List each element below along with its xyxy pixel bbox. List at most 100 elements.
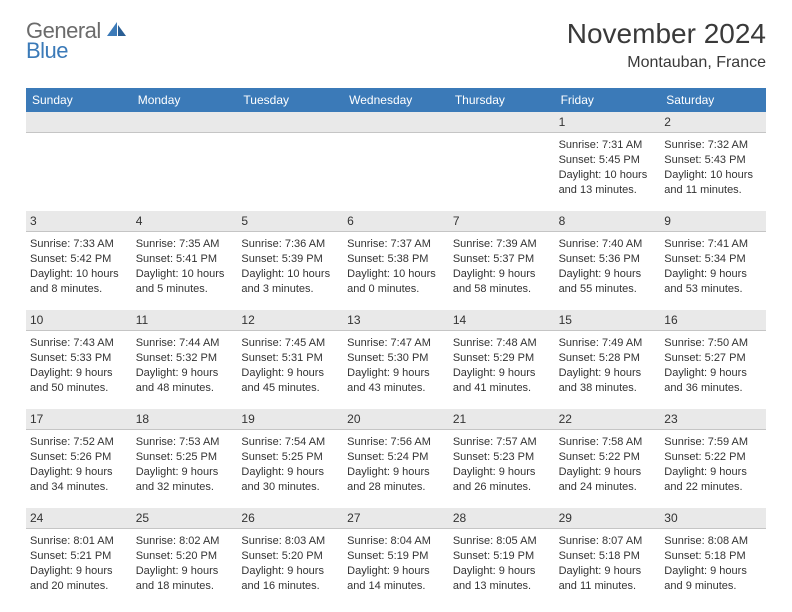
day-details: Sunrise: 8:01 AMSunset: 5:21 PMDaylight:… [30, 532, 128, 593]
daylight-line: Daylight: 9 hours and 48 minutes. [136, 366, 234, 396]
day-cell: Sunrise: 7:33 AMSunset: 5:42 PMDaylight:… [26, 232, 132, 310]
week-row: Sunrise: 7:52 AMSunset: 5:26 PMDaylight:… [26, 430, 766, 508]
day-cell: Sunrise: 8:05 AMSunset: 5:19 PMDaylight:… [449, 529, 555, 607]
day-cell: Sunrise: 8:01 AMSunset: 5:21 PMDaylight:… [26, 529, 132, 607]
daylight-line: Daylight: 10 hours and 3 minutes. [241, 267, 339, 297]
sunset-line: Sunset: 5:39 PM [241, 252, 339, 267]
sunrise-line: Sunrise: 7:49 AM [559, 336, 657, 351]
header: General Blue November 2024 Montauban, Fr… [0, 0, 792, 80]
day-number: 25 [132, 508, 238, 528]
daylight-line: Daylight: 10 hours and 5 minutes. [136, 267, 234, 297]
title-block: November 2024 Montauban, France [567, 18, 766, 72]
sunrise-line: Sunrise: 7:43 AM [30, 336, 128, 351]
sunset-line: Sunset: 5:22 PM [664, 450, 762, 465]
sunrise-line: Sunrise: 7:59 AM [664, 435, 762, 450]
sunset-line: Sunset: 5:38 PM [347, 252, 445, 267]
day-cell: Sunrise: 7:40 AMSunset: 5:36 PMDaylight:… [555, 232, 661, 310]
day-details [453, 136, 551, 138]
day-cell: Sunrise: 7:45 AMSunset: 5:31 PMDaylight:… [237, 331, 343, 409]
daylight-line: Daylight: 9 hours and 55 minutes. [559, 267, 657, 297]
daylight-line: Daylight: 9 hours and 38 minutes. [559, 366, 657, 396]
day-cell: Sunrise: 8:03 AMSunset: 5:20 PMDaylight:… [237, 529, 343, 607]
daylight-line: Daylight: 9 hours and 22 minutes. [664, 465, 762, 495]
day-details: Sunrise: 7:37 AMSunset: 5:38 PMDaylight:… [347, 235, 445, 296]
day-details: Sunrise: 7:36 AMSunset: 5:39 PMDaylight:… [241, 235, 339, 296]
day-cell: Sunrise: 7:56 AMSunset: 5:24 PMDaylight:… [343, 430, 449, 508]
sunset-line: Sunset: 5:22 PM [559, 450, 657, 465]
sunset-line: Sunset: 5:25 PM [136, 450, 234, 465]
day-cell [132, 133, 238, 211]
sunrise-line: Sunrise: 8:04 AM [347, 534, 445, 549]
day-details: Sunrise: 7:33 AMSunset: 5:42 PMDaylight:… [30, 235, 128, 296]
dow-cell: Sunday [26, 88, 132, 112]
day-details [136, 136, 234, 138]
sunset-line: Sunset: 5:29 PM [453, 351, 551, 366]
sunrise-line: Sunrise: 7:58 AM [559, 435, 657, 450]
sunset-line: Sunset: 5:32 PM [136, 351, 234, 366]
daylight-line: Daylight: 9 hours and 41 minutes. [453, 366, 551, 396]
day-details: Sunrise: 7:50 AMSunset: 5:27 PMDaylight:… [664, 334, 762, 395]
day-cell: Sunrise: 7:52 AMSunset: 5:26 PMDaylight:… [26, 430, 132, 508]
day-cell: Sunrise: 7:39 AMSunset: 5:37 PMDaylight:… [449, 232, 555, 310]
daylight-line: Daylight: 9 hours and 9 minutes. [664, 564, 762, 594]
day-details: Sunrise: 7:48 AMSunset: 5:29 PMDaylight:… [453, 334, 551, 395]
daylight-line: Daylight: 9 hours and 14 minutes. [347, 564, 445, 594]
day-number: 2 [660, 112, 766, 132]
day-details: Sunrise: 7:39 AMSunset: 5:37 PMDaylight:… [453, 235, 551, 296]
daylight-line: Daylight: 9 hours and 24 minutes. [559, 465, 657, 495]
day-number [26, 112, 132, 132]
sunset-line: Sunset: 5:19 PM [453, 549, 551, 564]
daylight-line: Daylight: 9 hours and 13 minutes. [453, 564, 551, 594]
day-cell: Sunrise: 7:54 AMSunset: 5:25 PMDaylight:… [237, 430, 343, 508]
sunrise-line: Sunrise: 8:01 AM [30, 534, 128, 549]
sunrise-line: Sunrise: 7:53 AM [136, 435, 234, 450]
sunrise-line: Sunrise: 8:08 AM [664, 534, 762, 549]
daylight-line: Daylight: 10 hours and 0 minutes. [347, 267, 445, 297]
dow-cell: Saturday [660, 88, 766, 112]
week-row: Sunrise: 7:33 AMSunset: 5:42 PMDaylight:… [26, 232, 766, 310]
day-number: 29 [555, 508, 661, 528]
day-details [347, 136, 445, 138]
page-title: November 2024 [567, 18, 766, 50]
sunrise-line: Sunrise: 7:36 AM [241, 237, 339, 252]
sunrise-line: Sunrise: 7:41 AM [664, 237, 762, 252]
sunrise-line: Sunrise: 8:05 AM [453, 534, 551, 549]
day-number: 18 [132, 409, 238, 429]
day-details: Sunrise: 7:32 AMSunset: 5:43 PMDaylight:… [664, 136, 762, 197]
day-cell: Sunrise: 7:47 AMSunset: 5:30 PMDaylight:… [343, 331, 449, 409]
daylight-line: Daylight: 10 hours and 8 minutes. [30, 267, 128, 297]
sunset-line: Sunset: 5:42 PM [30, 252, 128, 267]
day-number: 15 [555, 310, 661, 330]
daylight-line: Daylight: 9 hours and 30 minutes. [241, 465, 339, 495]
sunset-line: Sunset: 5:34 PM [664, 252, 762, 267]
daylight-line: Daylight: 9 hours and 58 minutes. [453, 267, 551, 297]
day-cell: Sunrise: 7:35 AMSunset: 5:41 PMDaylight:… [132, 232, 238, 310]
sunrise-line: Sunrise: 8:07 AM [559, 534, 657, 549]
sunset-line: Sunset: 5:41 PM [136, 252, 234, 267]
sunrise-line: Sunrise: 7:54 AM [241, 435, 339, 450]
day-cell [343, 133, 449, 211]
day-of-week-header: SundayMondayTuesdayWednesdayThursdayFrid… [26, 88, 766, 112]
day-number: 30 [660, 508, 766, 528]
daylight-line: Daylight: 9 hours and 28 minutes. [347, 465, 445, 495]
sunset-line: Sunset: 5:24 PM [347, 450, 445, 465]
sunset-line: Sunset: 5:18 PM [664, 549, 762, 564]
sunrise-line: Sunrise: 7:57 AM [453, 435, 551, 450]
day-cell: Sunrise: 7:36 AMSunset: 5:39 PMDaylight:… [237, 232, 343, 310]
day-number: 19 [237, 409, 343, 429]
sunrise-line: Sunrise: 7:40 AM [559, 237, 657, 252]
daylight-line: Daylight: 9 hours and 16 minutes. [241, 564, 339, 594]
sunrise-line: Sunrise: 7:45 AM [241, 336, 339, 351]
logo-sail-icon [107, 25, 127, 42]
day-details: Sunrise: 8:05 AMSunset: 5:19 PMDaylight:… [453, 532, 551, 593]
day-cell: Sunrise: 7:59 AMSunset: 5:22 PMDaylight:… [660, 430, 766, 508]
day-details: Sunrise: 7:52 AMSunset: 5:26 PMDaylight:… [30, 433, 128, 494]
sunrise-line: Sunrise: 7:35 AM [136, 237, 234, 252]
day-cell: Sunrise: 7:57 AMSunset: 5:23 PMDaylight:… [449, 430, 555, 508]
day-number: 28 [449, 508, 555, 528]
day-number: 12 [237, 310, 343, 330]
sunset-line: Sunset: 5:28 PM [559, 351, 657, 366]
day-details [241, 136, 339, 138]
sunrise-line: Sunrise: 7:47 AM [347, 336, 445, 351]
day-number: 20 [343, 409, 449, 429]
